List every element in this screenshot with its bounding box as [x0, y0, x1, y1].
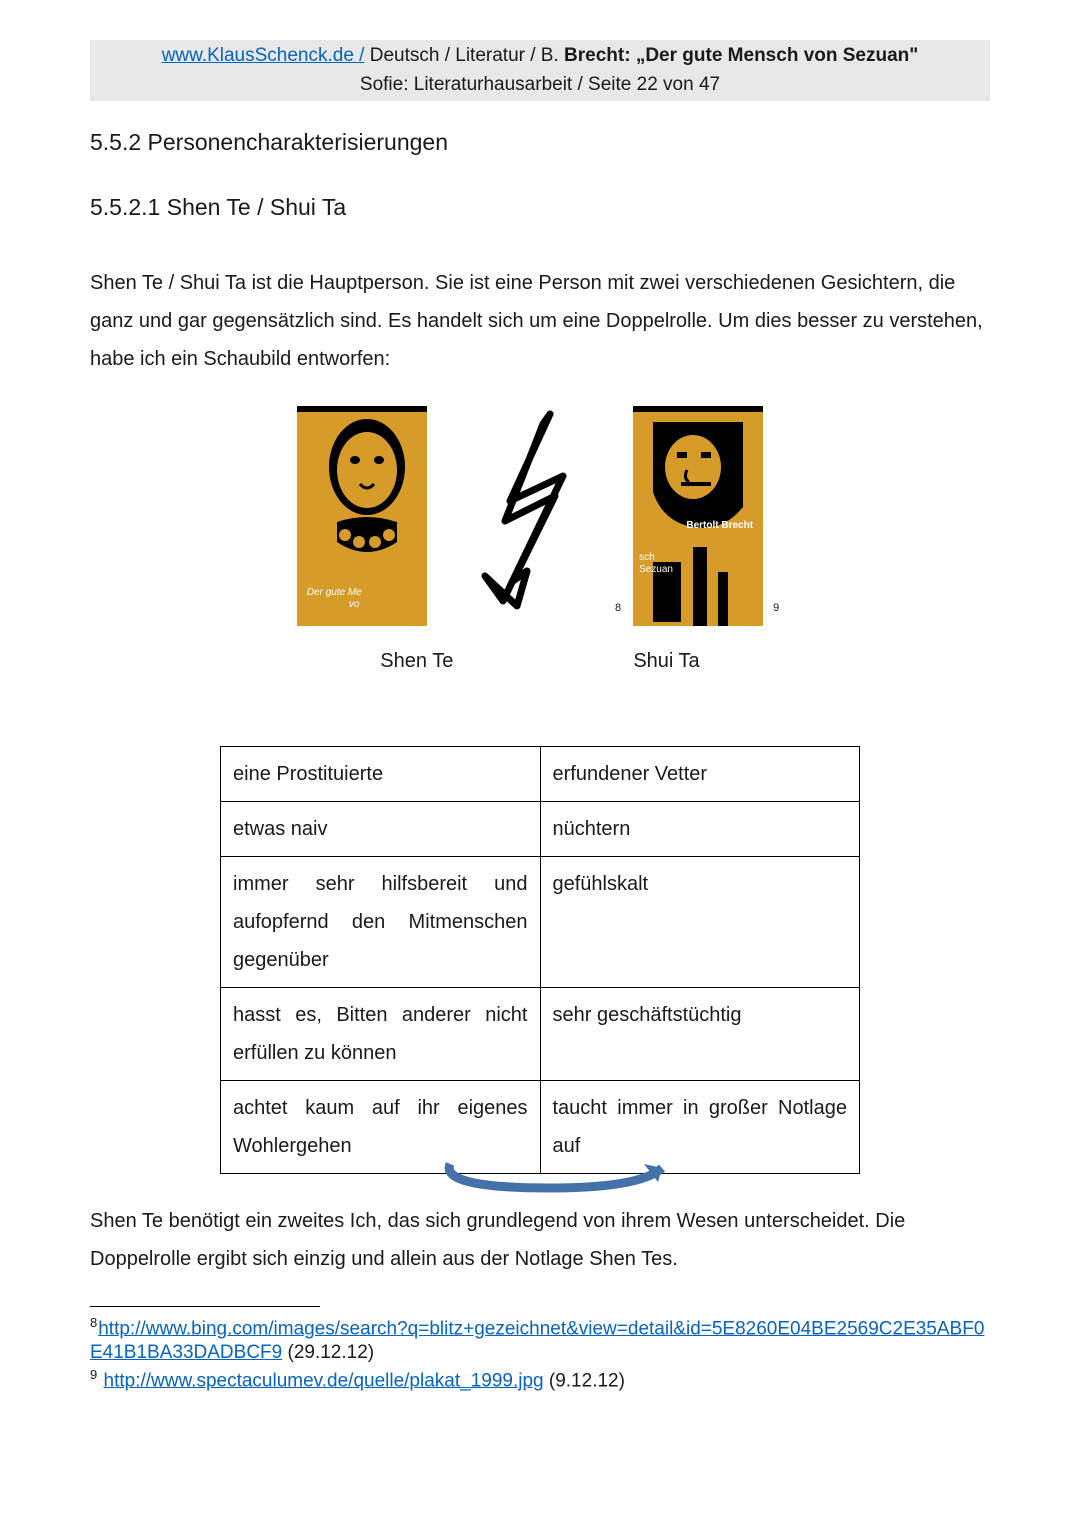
table-cell-right: gefühlskalt: [540, 857, 860, 988]
figure: Der gute Me vo 8 8 Bertolt Br: [297, 406, 783, 626]
footnote-9: 9 http://www.spectaculumev.de/quelle/pla…: [90, 1367, 990, 1393]
site-link[interactable]: www.KlausSchenck.de /: [162, 45, 365, 66]
connector-arrow-wrap: [220, 1172, 860, 1188]
footnote-9-date: (9.12.12): [544, 1370, 625, 1391]
footnote-marker-left: 8: [613, 600, 625, 627]
figure-captions: Shen Te Shui Ta: [90, 646, 990, 676]
table-cell-left: etwas naiv: [221, 802, 541, 857]
cover-left: Der gute Me vo: [297, 406, 427, 626]
footnote-8-num: 8: [90, 1315, 97, 1330]
table-cell-left: immer sehr hilfsbereit und aufopfernd de…: [221, 857, 541, 988]
table-row: hasst es, Bitten anderer nicht erfüllen …: [221, 988, 860, 1081]
caption-shui-ta: Shui Ta: [633, 646, 699, 676]
caption-shen-te: Shen Te: [380, 646, 453, 676]
footnote-marker-right: 9: [771, 600, 783, 627]
footnote-9-num: 9: [90, 1367, 97, 1382]
header-bold: Brecht: „Der gute Mensch von Sezuan": [564, 45, 918, 66]
connector-arrow-icon: [430, 1158, 690, 1198]
section-heading: 5.5.2 Personencharakterisierungen: [90, 125, 990, 160]
page-header: www.KlausSchenck.de / Deutsch / Literatu…: [90, 40, 990, 101]
shui-ta-illustration: [633, 412, 763, 626]
table-row: immer sehr hilfsbereit und aufopfernd de…: [221, 857, 860, 988]
table-row: etwas naivnüchtern: [221, 802, 860, 857]
footnote-8-link[interactable]: http://www.bing.com/images/search?q=blit…: [90, 1318, 984, 1363]
subsection-heading: 5.5.2.1 Shen Te / Shui Ta: [90, 190, 990, 225]
table-cell-right: nüchtern: [540, 802, 860, 857]
cover-left-caption-1: Der gute Me: [307, 587, 362, 598]
table-cell-left: hasst es, Bitten anderer nicht erfüllen …: [221, 988, 541, 1081]
table-cell-left: eine Prostituierte: [221, 747, 541, 802]
header-line-1: www.KlausSchenck.de / Deutsch / Literatu…: [90, 42, 990, 71]
comparison-table: eine Prostituierteerfundener Vetteretwas…: [220, 746, 860, 1174]
cover-right-caption-1: sch: [639, 552, 655, 563]
table-row: eine Prostituierteerfundener Vetter: [221, 747, 860, 802]
intro-paragraph: Shen Te / Shui Ta ist die Hauptperson. S…: [90, 264, 990, 378]
closing-paragraph: Shen Te benötigt ein zweites Ich, das si…: [90, 1202, 990, 1278]
figure-container: Der gute Me vo 8 8 Bertolt Br: [90, 406, 990, 626]
cover-right-caption-2: Sezuan: [639, 564, 673, 575]
table-cell-right: erfundener Vetter: [540, 747, 860, 802]
cover-right: Bertolt Brecht sch Sezuan: [633, 406, 763, 626]
cover-left-caption-2: vo: [349, 599, 360, 610]
header-line-2: Sofie: Literaturhausarbeit / Seite 22 vo…: [90, 71, 990, 100]
footnotes: 8http://www.bing.com/images/search?q=bli…: [90, 1315, 990, 1393]
footnote-separator: [90, 1306, 320, 1307]
comparison-tbody: eine Prostituierteerfundener Vetteretwas…: [221, 747, 860, 1174]
table-cell-right: sehr geschäftstüchtig: [540, 988, 860, 1081]
lightning-icon: [455, 406, 605, 626]
footnote-8: 8http://www.bing.com/images/search?q=bli…: [90, 1315, 990, 1365]
footnote-9-link[interactable]: http://www.spectaculumev.de/quelle/plaka…: [104, 1370, 544, 1391]
header-mid: Deutsch / Literatur / B.: [364, 45, 564, 66]
cover-right-author: Bertolt Brecht: [686, 520, 753, 531]
footnote-8-date: (29.12.12): [282, 1342, 374, 1363]
